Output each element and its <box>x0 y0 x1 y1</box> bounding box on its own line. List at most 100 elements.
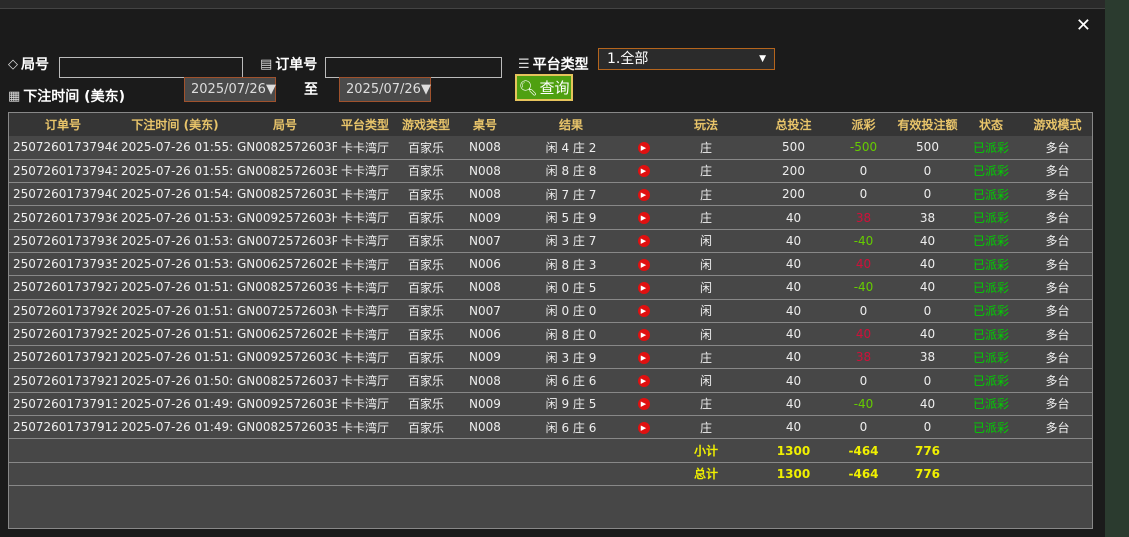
replay-cell: ▶ <box>631 136 656 160</box>
valid-bet-cell: 500 <box>896 136 959 160</box>
bet-time-cell: 2025-07-26 01:54:24 <box>117 182 233 207</box>
platform-cell: 卡卡湾厅 <box>337 229 393 253</box>
round-id-cell: GN0072572603M <box>233 299 337 323</box>
valid-bet-cell: 0 <box>896 159 959 184</box>
column-header: 有效投注额 <box>896 113 959 136</box>
play-video-icon[interactable]: ▶ <box>637 188 650 201</box>
bet-time-cell: 2025-07-26 01:51:00 <box>117 345 233 370</box>
platform-cell: 卡卡湾厅 <box>337 322 393 347</box>
total-bet-cell: 40 <box>756 299 831 323</box>
time-label: ▦ 下注时间 (美东) <box>8 88 125 106</box>
play-video-icon[interactable]: ▶ <box>637 235 650 248</box>
status-cell: 已派彩 <box>959 392 1023 417</box>
payout-cell: -500 <box>831 136 896 160</box>
result-cell: 闲 3 庄 7 <box>511 229 631 253</box>
bet-time-cell: 2025-07-26 01:50:58 <box>117 368 233 393</box>
clipboard-icon: ▤ <box>260 56 273 72</box>
play-video-icon[interactable]: ▶ <box>637 258 650 271</box>
platform-cell: 卡卡湾厅 <box>337 392 393 417</box>
result-cell: 闲 8 庄 0 <box>511 322 631 347</box>
calendar-icon: ▦ <box>8 88 21 104</box>
status-cell: 已派彩 <box>959 275 1023 300</box>
total-bet: 1300 <box>756 462 831 486</box>
play-video-icon[interactable]: ▶ <box>637 398 650 411</box>
result-cell: 闲 8 庄 3 <box>511 252 631 277</box>
column-header: 总投注 <box>756 113 831 136</box>
background-game <box>0 0 1129 10</box>
bet-time-cell: 2025-07-26 01:53:35 <box>117 205 233 230</box>
platform-cell: 卡卡湾厅 <box>337 205 393 230</box>
game-type-cell: 百家乐 <box>393 345 459 370</box>
payout-cell: -40 <box>831 392 896 417</box>
status-cell: 已派彩 <box>959 322 1023 347</box>
round-id-cell: GN0082572603E <box>233 159 337 184</box>
date-from-select[interactable]: 2025/07/26▼ <box>184 77 276 102</box>
search-icon: 🔍︎ <box>518 78 538 97</box>
table-no-cell: N006 <box>459 252 511 277</box>
column-header: 玩法 <box>656 113 756 136</box>
game-type-cell: 百家乐 <box>393 299 459 323</box>
bet-time-cell: 2025-07-26 01:51:41 <box>117 322 233 347</box>
payout-cell: 0 <box>831 159 896 184</box>
game-type-cell: 百家乐 <box>393 252 459 277</box>
status-cell: 已派彩 <box>959 415 1023 440</box>
play-video-icon[interactable]: ▶ <box>637 141 650 154</box>
payout-cell: 0 <box>831 182 896 207</box>
round-id-cell: GN00825726037 <box>233 368 337 393</box>
round-id-cell: GN0062572602E <box>233 252 337 277</box>
result-cell: 闲 7 庄 7 <box>511 182 631 207</box>
column-header: 桌号 <box>459 113 511 136</box>
order-id-cell: 250726017379127 <box>9 415 117 440</box>
play-video-icon[interactable]: ▶ <box>637 165 650 178</box>
close-icon[interactable]: ✕ <box>1075 15 1091 36</box>
play-video-icon[interactable]: ▶ <box>637 305 650 318</box>
play-video-icon[interactable]: ▶ <box>637 328 650 341</box>
total-bet-cell: 40 <box>756 415 831 440</box>
round-id-cell: GN0062572602B <box>233 322 337 347</box>
payout-cell: 0 <box>831 368 896 393</box>
payout-cell: 0 <box>831 415 896 440</box>
order-input[interactable] <box>325 57 502 78</box>
bet-time-cell: 2025-07-26 01:53:33 <box>117 229 233 253</box>
platform-select[interactable]: 1.全部 ▼ <box>598 48 775 70</box>
result-cell: 闲 8 庄 8 <box>511 159 631 184</box>
round-id-cell: GN0092572603H <box>233 205 337 230</box>
payout-cell: -40 <box>831 229 896 253</box>
valid-bet-cell: 40 <box>896 275 959 300</box>
game-mode-cell: 多台 <box>1023 182 1092 207</box>
game-mode-cell: 多台 <box>1023 205 1092 230</box>
order-id-cell: 250726017379364 <box>9 205 117 230</box>
game-mode-cell: 多台 <box>1023 275 1092 300</box>
play-video-icon[interactable]: ▶ <box>637 351 650 364</box>
play-video-icon[interactable]: ▶ <box>637 281 650 294</box>
play-video-icon[interactable]: ▶ <box>637 212 650 225</box>
column-header: 局号 <box>233 113 337 136</box>
payout-cell: 40 <box>831 252 896 277</box>
status-cell: 已派彩 <box>959 368 1023 393</box>
total-bet-cell: 40 <box>756 322 831 347</box>
total-bet-cell: 200 <box>756 159 831 184</box>
bet-table: 订单号 下注时间 (美东) 局号 平台类型 游戏类型 桌号 结果 玩法 总投注 派彩 有效投注额 状态… <box>8 112 1093 529</box>
bet-type-cell: 庄 <box>656 205 756 230</box>
bet-type-cell: 闲 <box>656 275 756 300</box>
bet-time-cell: 2025-07-26 01:49:41 <box>117 392 233 417</box>
play-video-icon[interactable]: ▶ <box>637 375 650 388</box>
date-to-select[interactable]: 2025/07/26▼ <box>339 77 431 102</box>
round-label: ◇ 局号 <box>8 56 49 74</box>
subtotal-valid: 776 <box>896 438 959 463</box>
bet-type-cell: 闲 <box>656 229 756 253</box>
order-id-cell: 250726017379218 <box>9 368 117 393</box>
bet-time-cell: 2025-07-26 01:55:02 <box>117 159 233 184</box>
total-bet-cell: 500 <box>756 136 831 160</box>
play-video-icon[interactable]: ▶ <box>637 421 650 434</box>
game-type-cell: 百家乐 <box>393 229 459 253</box>
round-input[interactable] <box>59 57 243 78</box>
query-button[interactable]: 🔍︎ 查询 <box>515 74 573 101</box>
bet-type-cell: 闲 <box>656 252 756 277</box>
status-cell: 已派彩 <box>959 182 1023 207</box>
valid-bet-cell: 0 <box>896 368 959 393</box>
payout-cell: 38 <box>831 345 896 370</box>
